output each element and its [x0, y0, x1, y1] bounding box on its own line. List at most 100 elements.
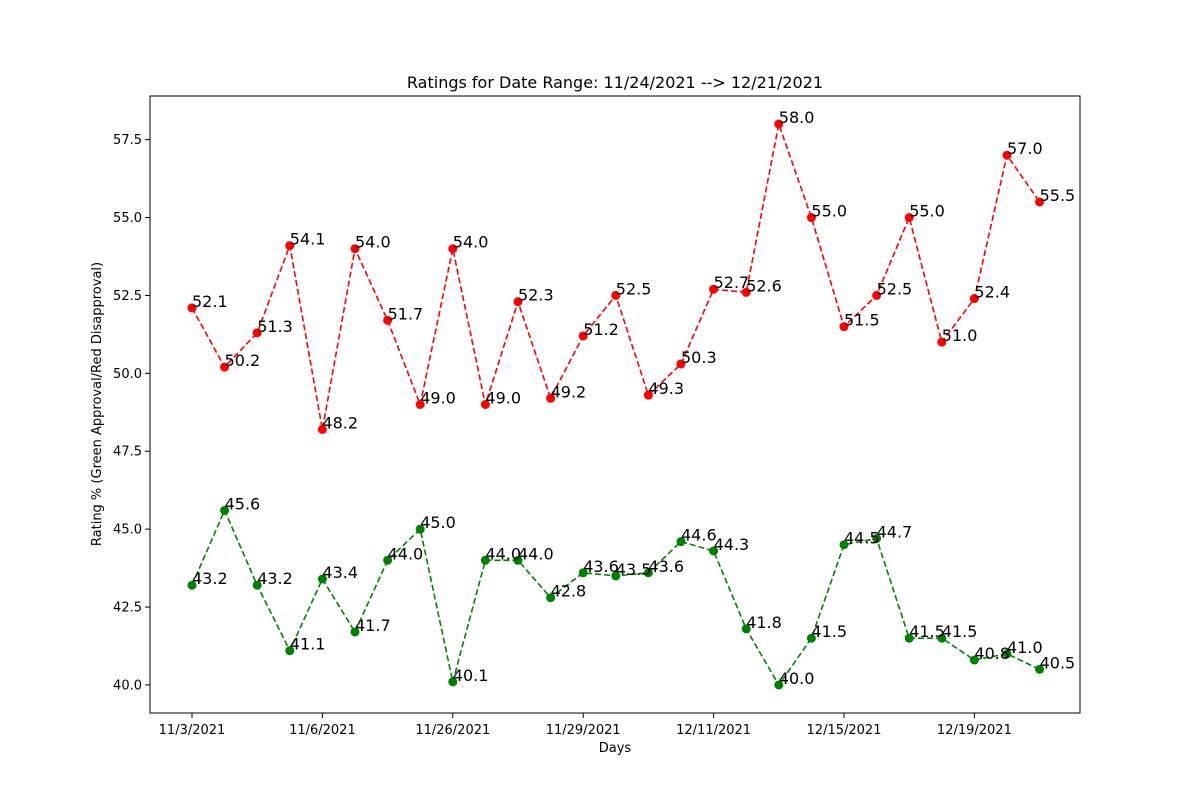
data-label: 43.6 — [583, 557, 619, 576]
data-point — [806, 213, 816, 223]
data-point — [1002, 150, 1012, 160]
data-label: 41.5 — [811, 622, 847, 641]
data-point — [709, 546, 719, 556]
data-point — [317, 574, 327, 584]
data-label: 40.5 — [1040, 653, 1076, 672]
data-point — [383, 315, 393, 325]
data-label: 54.0 — [453, 233, 489, 252]
data-point — [480, 555, 490, 565]
x-tick-label: 11/29/2021 — [546, 723, 621, 738]
data-point — [676, 359, 686, 369]
y-axis-label: Rating % (Green Approval/Red Disapproval… — [90, 262, 105, 546]
data-point — [513, 555, 523, 565]
data-point — [513, 297, 523, 307]
data-point — [220, 505, 230, 515]
data-point — [350, 627, 360, 637]
data-label: 52.7 — [714, 273, 750, 292]
data-label: 52.1 — [192, 292, 228, 311]
data-label: 44.6 — [681, 526, 717, 545]
data-label: 43.4 — [322, 563, 358, 582]
data-point — [904, 633, 914, 643]
data-label: 44.0 — [388, 544, 424, 563]
data-label: 42.8 — [551, 582, 587, 601]
data-label: 45.6 — [225, 494, 261, 513]
data-point — [285, 241, 295, 251]
data-label: 45.0 — [420, 513, 456, 532]
data-point — [1035, 197, 1045, 207]
data-point — [806, 633, 816, 643]
data-label: 49.2 — [551, 382, 587, 401]
data-point — [643, 568, 653, 578]
data-label: 43.2 — [192, 569, 228, 588]
data-label: 44.7 — [877, 522, 913, 541]
data-label: 43.2 — [257, 569, 293, 588]
x-tick-label: 12/11/2021 — [676, 723, 751, 738]
data-point — [383, 555, 393, 565]
data-label: 40.8 — [974, 644, 1010, 663]
data-point — [676, 537, 686, 547]
y-tick-label: 40.0 — [113, 678, 142, 693]
data-label: 54.1 — [290, 230, 326, 249]
data-point — [643, 390, 653, 400]
data-point — [220, 362, 230, 372]
data-point — [546, 393, 556, 403]
data-label: 50.3 — [681, 348, 717, 367]
data-point — [448, 677, 458, 687]
data-label: 51.3 — [257, 317, 293, 336]
data-label: 43.6 — [648, 557, 684, 576]
data-point — [872, 290, 882, 300]
y-tick-label: 47.5 — [113, 445, 142, 460]
data-label: 41.8 — [746, 613, 782, 632]
data-label: 51.0 — [942, 326, 978, 345]
data-label: 55.0 — [909, 202, 945, 221]
data-label: 58.0 — [779, 108, 815, 127]
data-label: 41.1 — [290, 635, 326, 654]
x-axis-ticks: 11/3/2021 11/6/2021 11/26/2021 11/29/2021 12… — [159, 713, 1012, 738]
data-label: 52.5 — [616, 279, 652, 298]
data-point — [252, 328, 262, 338]
data-point — [285, 646, 295, 656]
x-axis-label: Days — [599, 741, 632, 756]
series-layer — [187, 119, 1045, 690]
data-label: 50.2 — [225, 351, 261, 370]
data-point — [317, 424, 327, 434]
data-label: 51.5 — [844, 311, 880, 330]
data-label: 55.5 — [1040, 186, 1076, 205]
data-label: 41.5 — [909, 622, 945, 641]
data-point — [187, 580, 197, 590]
data-point — [611, 571, 621, 581]
data-point — [741, 287, 751, 297]
y-tick-label: 52.5 — [113, 289, 142, 304]
data-point — [969, 294, 979, 304]
data-label: 55.0 — [811, 202, 847, 221]
data-point — [578, 331, 588, 341]
data-point — [937, 633, 947, 643]
y-tick-label: 42.5 — [113, 601, 142, 616]
data-label: 41.7 — [355, 616, 391, 635]
data-point — [709, 284, 719, 294]
data-point — [480, 400, 490, 409]
data-point — [415, 524, 425, 534]
data-point — [774, 119, 784, 129]
data-point — [741, 624, 751, 634]
y-tick-label: 50.0 — [113, 367, 142, 382]
data-label: 41.5 — [942, 622, 978, 641]
x-tick-label: 11/6/2021 — [289, 723, 356, 738]
data-label: 54.0 — [355, 233, 391, 252]
plot-area-frame — [149, 95, 1081, 714]
data-point — [937, 337, 947, 347]
data-label: 51.2 — [583, 320, 619, 339]
data-label: 57.0 — [1007, 139, 1043, 158]
data-label: 44.0 — [518, 544, 554, 563]
data-point — [415, 400, 425, 409]
data-label: 49.0 — [420, 389, 456, 408]
data-point — [546, 593, 556, 603]
data-point — [187, 303, 197, 313]
data-label: 44.0 — [485, 544, 521, 563]
data-label: 52.6 — [746, 276, 782, 295]
data-label: 41.0 — [1007, 638, 1043, 657]
data-label: 48.2 — [322, 413, 358, 432]
data-point — [448, 244, 458, 254]
